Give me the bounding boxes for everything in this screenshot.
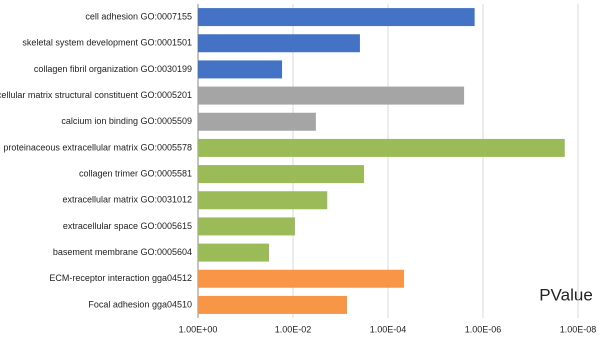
y-tick-label: basement membrane GO:0005604 [53,247,192,257]
bar [198,269,405,288]
bar [198,86,465,105]
y-tick-label: extracellular matrix GO:0031012 [62,195,192,205]
y-tick-label: extracellular matrix structural constitu… [0,90,192,100]
y-tick-label: cell adhesion GO:0007155 [85,11,192,21]
bar [198,295,347,314]
bar [198,191,328,210]
x-tick-label: 1.00E-04 [370,324,407,334]
y-tick-label: ECM-receptor interaction gga04512 [49,273,192,283]
x-axis-title: PValue [539,285,593,304]
y-tick-label: extracellular space GO:0005615 [63,221,192,231]
bar [198,243,270,262]
bar [198,60,283,79]
x-tick-label: 1.00E-08 [560,324,597,334]
y-tick-label: Focal adhesion gga04510 [88,299,192,309]
x-tick-label: 1.00E-02 [275,324,312,334]
bar [198,138,565,157]
bar [198,8,475,27]
y-tick-label: proteinaceous extracellular matrix GO:00… [3,142,192,152]
bar [198,165,365,184]
y-tick-label: skeletal system development GO:0001501 [22,38,192,48]
bar [198,217,295,236]
bar [198,112,316,131]
y-tick-label: collagen fibril organization GO:0030199 [34,64,192,74]
x-tick-label: 1.00E-06 [465,324,502,334]
y-tick-label: calcium ion binding GO:0005509 [61,116,192,126]
x-tick-label: 1.00E+00 [179,324,218,334]
bar [198,34,360,53]
y-tick-label: collagen trimer GO:0005581 [79,168,192,178]
